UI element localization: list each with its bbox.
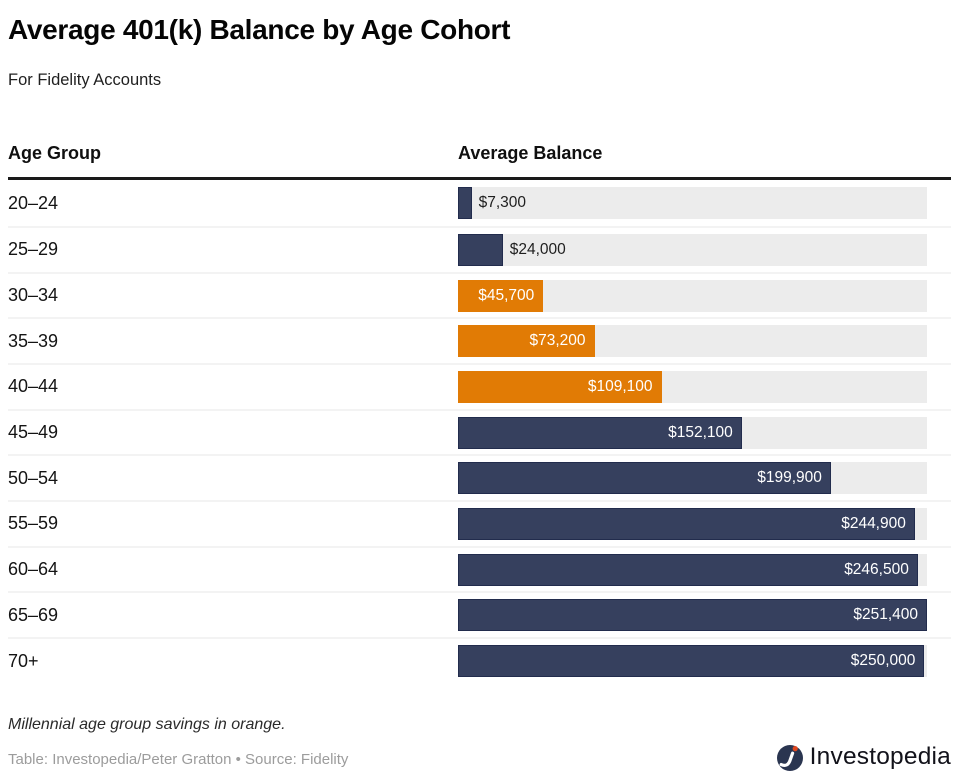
- table-row: 65–69 $251,400: [8, 591, 951, 637]
- bar-value-label: $244,900: [841, 514, 906, 532]
- footer: Table: Investopedia/Peter Gratton • Sour…: [8, 742, 951, 772]
- bar-track: $199,900: [458, 462, 927, 495]
- table-row: 35–39 $73,200: [8, 317, 951, 363]
- table-row: 60–64 $246,500: [8, 545, 951, 592]
- table-row: 40–44 $109,100: [8, 363, 951, 409]
- bar: $73,200: [458, 325, 595, 358]
- bar-track: $152,100: [458, 416, 927, 449]
- chart-title: Average 401(k) Balance by Age Cohort: [8, 14, 511, 45]
- age-group-label: 40–44: [8, 376, 59, 397]
- col-header-average-balance: Average Balance: [458, 142, 603, 163]
- bar-track: $24,000: [458, 233, 927, 266]
- bar-track: $45,700: [458, 279, 927, 312]
- header-rule: [8, 177, 951, 181]
- bar: $251,400: [458, 599, 927, 632]
- table-row: 55–59 $244,900: [8, 500, 951, 546]
- table-row: 45–49 $152,100: [8, 408, 951, 455]
- bar: [458, 187, 472, 220]
- bar-value-label-outside: $24,000: [509, 240, 566, 258]
- bar-value-label: $73,200: [529, 332, 586, 350]
- bar-track: $250,000: [458, 645, 927, 678]
- bar-value-label: $246,500: [844, 560, 909, 578]
- age-group-label: 55–59: [8, 513, 59, 534]
- bar-track: $251,400: [458, 599, 927, 632]
- investopedia-logo-icon: [776, 744, 803, 771]
- age-group-label: 30–34: [8, 285, 59, 306]
- table-row: 20–24 $7,300: [8, 180, 951, 226]
- bar: $152,100: [458, 416, 742, 449]
- age-group-label: 35–39: [8, 330, 59, 351]
- bar-value-label: $45,700: [478, 286, 535, 304]
- table-row: 25–29 $24,000: [8, 225, 951, 272]
- age-group-label: 25–29: [8, 239, 59, 260]
- bar-track: $246,500: [458, 553, 927, 586]
- age-group-label: 65–69: [8, 604, 59, 625]
- chart-card: Average 401(k) Balance by Age Cohort For…: [0, 14, 959, 772]
- age-group-label: 50–54: [8, 467, 59, 488]
- bar: $244,900: [458, 507, 915, 540]
- credit-line: Table: Investopedia/Peter Gratton • Sour…: [8, 750, 349, 768]
- bar-track: $7,300: [458, 187, 927, 220]
- bar: $250,000: [458, 645, 925, 678]
- investopedia-wordmark: Investopedia: [809, 742, 951, 770]
- bar: $199,900: [458, 462, 831, 495]
- bar-value-label: $250,000: [850, 652, 916, 670]
- bar-value-label: $251,400: [853, 606, 918, 624]
- bar: $109,100: [458, 370, 662, 403]
- bar: $246,500: [458, 553, 918, 586]
- chart-note: Millennial age group savings in orange.: [8, 715, 286, 733]
- investopedia-logo: Investopedia: [775, 742, 951, 772]
- age-group-label: 70+: [8, 650, 39, 671]
- bar-value-label-outside: $7,300: [478, 194, 527, 212]
- bar-value-label: $109,100: [587, 377, 653, 395]
- bar-value-label: $152,100: [668, 423, 733, 441]
- bar-value-label: $199,900: [757, 469, 822, 487]
- table-row: 50–54 $199,900: [8, 454, 951, 500]
- bar-rows: 20–24 $7,300 25–29 $24,000 30–34 $45,700…: [8, 180, 951, 683]
- age-group-label: 45–49: [8, 422, 59, 443]
- bar-track: $73,200: [458, 325, 927, 358]
- chart-subtitle: For Fidelity Accounts: [8, 70, 162, 89]
- column-headers: Age Group Average Balance: [8, 142, 951, 165]
- table-row: 70+ $250,000: [8, 637, 951, 683]
- age-group-label: 20–24: [8, 192, 59, 213]
- bar: $45,700: [458, 279, 544, 312]
- bar-track: $109,100: [458, 370, 927, 403]
- bar-track: $244,900: [458, 507, 927, 540]
- col-header-age-group: Age Group: [8, 142, 101, 163]
- bar: [458, 233, 503, 266]
- table-row: 30–34 $45,700: [8, 271, 951, 318]
- age-group-label: 60–64: [8, 559, 59, 580]
